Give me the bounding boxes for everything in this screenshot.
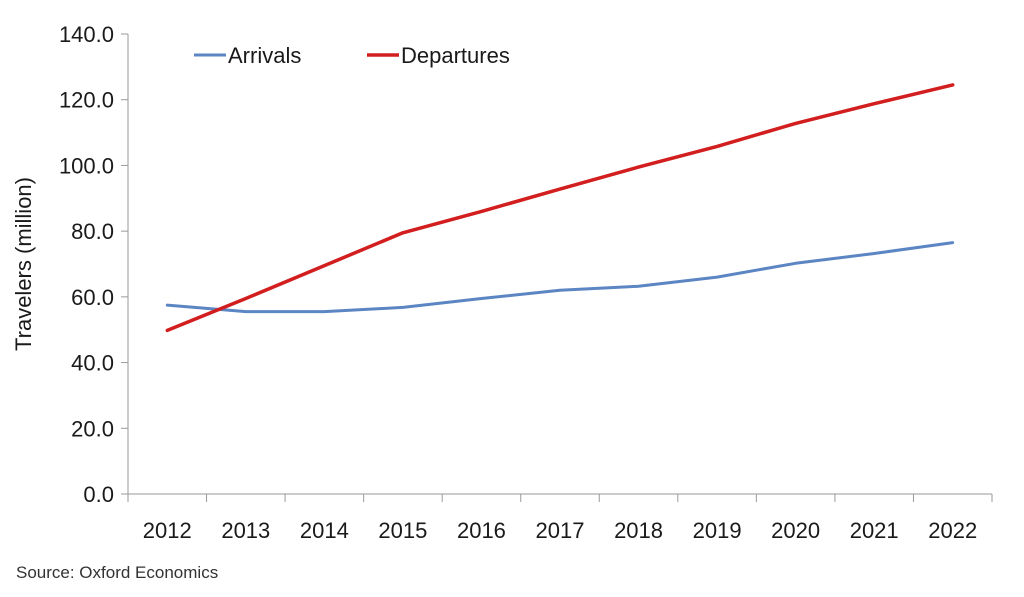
series-line-arrivals [165, 241, 955, 314]
x-tick-label: 2012 [143, 518, 192, 543]
x-tick-label: 2017 [536, 518, 585, 543]
x-tick-label: 2013 [221, 518, 270, 543]
y-axis: 0.0 20.0 40.0 60.0 80.0 100.0 120.0 140.0 [59, 22, 129, 507]
y-axis-title: Travelers (million) [11, 177, 36, 351]
x-axis: 2012 2013 2014 2015 2016 2017 2018 2019 2020 2021… [127, 493, 993, 543]
x-tick-label: 2022 [928, 518, 977, 543]
x-tick-label: 2016 [457, 518, 506, 543]
x-tick-label: 2019 [693, 518, 742, 543]
y-tick-label: 100.0 [59, 153, 114, 178]
y-tick-label: 40.0 [71, 351, 114, 376]
legend: Arrivals Departures [194, 43, 510, 68]
source-note: Source: Oxford Economics [16, 563, 219, 582]
x-tick-label: 2015 [378, 518, 427, 543]
y-tick-label: 60.0 [71, 285, 114, 310]
series-lines [165, 83, 955, 333]
y-tick-label: 0.0 [83, 482, 114, 507]
x-tick-label: 2020 [771, 518, 820, 543]
x-tick-label: 2018 [614, 518, 663, 543]
y-tick-label: 80.0 [71, 219, 114, 244]
y-tick-label: 120.0 [59, 88, 114, 113]
legend-label-departures: Departures [401, 43, 510, 68]
legend-label-arrivals: Arrivals [228, 43, 301, 68]
x-tick-label: 2021 [850, 518, 899, 543]
x-tick-label: 2014 [300, 518, 349, 543]
y-tick-label: 20.0 [71, 416, 114, 441]
series-line-departures [165, 83, 955, 333]
y-tick-label: 140.0 [59, 22, 114, 47]
